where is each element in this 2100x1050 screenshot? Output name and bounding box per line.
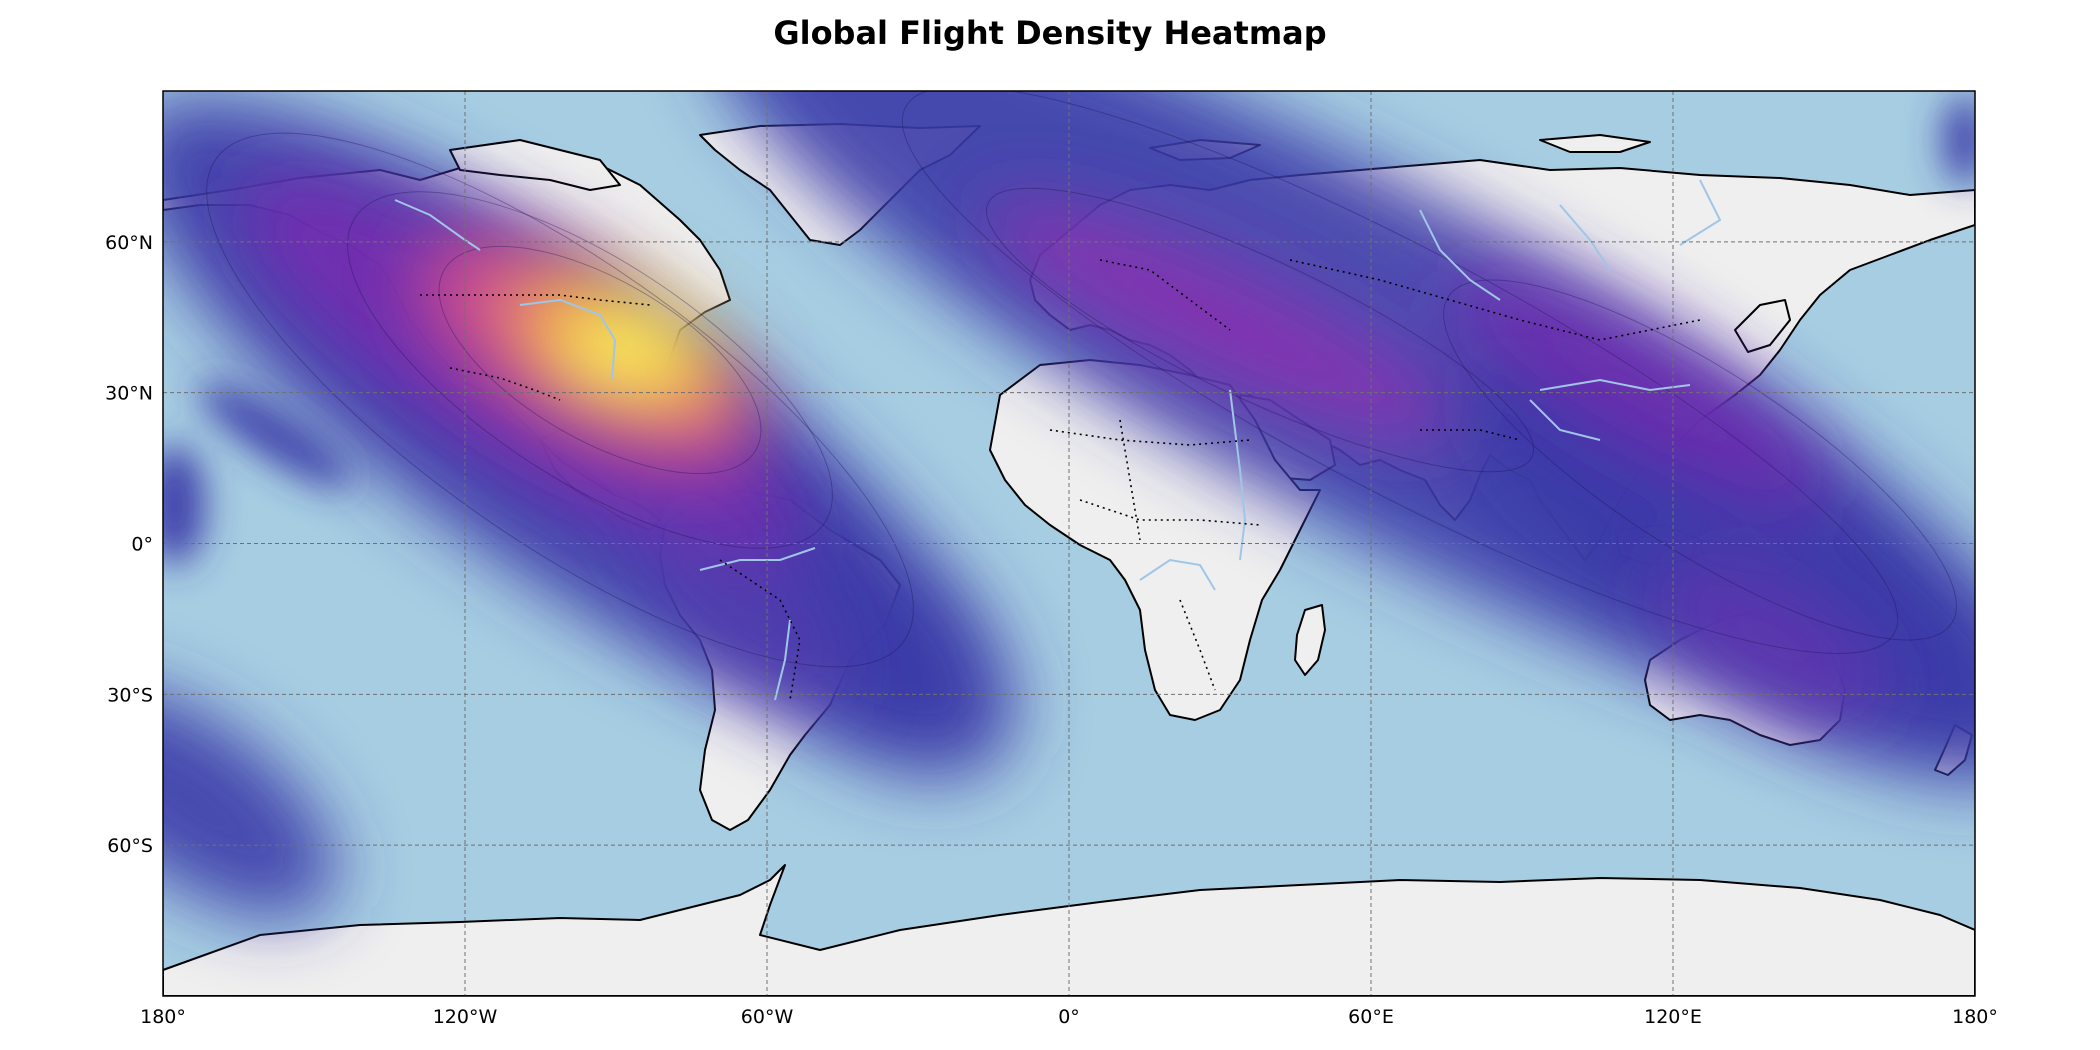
land-antarctica bbox=[163, 864, 1975, 996]
river-yangtze bbox=[1539, 378, 1691, 392]
lon-tick-label: 60°E bbox=[1348, 1006, 1394, 1028]
river-parana bbox=[774, 619, 791, 701]
lat-tick-label: 30°S bbox=[107, 684, 153, 706]
lat-tick-label: 30°N bbox=[105, 383, 153, 405]
land-arctic-islands bbox=[449, 139, 621, 191]
lon-tick-label: 180° bbox=[140, 1006, 186, 1028]
density-band-asia-australia bbox=[1439, 335, 1975, 785]
density-zone-south-america bbox=[632, 492, 848, 708]
river-nile bbox=[1229, 389, 1247, 561]
river-amazon bbox=[699, 547, 816, 571]
map-title: Global Flight Density Heatmap bbox=[773, 14, 1327, 52]
lon-tick-label: 60°W bbox=[741, 1006, 794, 1028]
lon-tick-label: 0° bbox=[1058, 1006, 1080, 1028]
river-mississippi bbox=[519, 298, 617, 381]
density-zone-australia bbox=[1653, 556, 1887, 724]
density-contours bbox=[206, 91, 1957, 668]
border-india bbox=[1420, 429, 1521, 441]
density-core-north-america-yellow bbox=[560, 300, 700, 390]
density-zone-east-asia bbox=[1447, 270, 1833, 510]
latitude-tick-labels: 60°N 30°N 0° 30°S 60°S bbox=[105, 232, 153, 857]
border-africa-3 bbox=[1119, 419, 1141, 541]
river-ob bbox=[1419, 209, 1501, 301]
map-frame bbox=[162, 90, 1976, 997]
longitude-tick-labels: 180° 120°W 60°W 0° 60°E 120°E 180° bbox=[140, 1006, 1998, 1028]
lat-tick-label: 60°S bbox=[107, 835, 153, 857]
land-madagascar bbox=[1294, 604, 1326, 676]
lon-tick-label: 120°W bbox=[433, 1006, 498, 1028]
river-congo bbox=[1139, 558, 1216, 591]
river-lena bbox=[1679, 179, 1722, 246]
border-europe bbox=[1099, 259, 1231, 331]
density-band-pacific-edge bbox=[163, 445, 205, 565]
river-mackenzie bbox=[394, 199, 481, 251]
lat-tick-label: 60°N bbox=[105, 232, 153, 254]
river-yenisei bbox=[1559, 204, 1611, 271]
border-south-america bbox=[719, 559, 801, 701]
lon-tick-label: 120°E bbox=[1644, 1006, 1702, 1028]
border-us-mexico bbox=[449, 367, 561, 401]
rivers bbox=[394, 179, 1722, 701]
river-ganges bbox=[1529, 399, 1601, 441]
border-africa-2 bbox=[1079, 499, 1261, 526]
land-japan bbox=[1734, 299, 1791, 353]
density-band-top-right bbox=[1943, 95, 1975, 185]
land-new-siberian-islands bbox=[1539, 134, 1651, 153]
gridlines bbox=[163, 91, 1975, 996]
country-borders bbox=[420, 259, 1701, 701]
density-band-pacific-small bbox=[198, 382, 352, 488]
lon-tick-label: 180° bbox=[1952, 1006, 1998, 1028]
border-us-canada bbox=[420, 294, 651, 306]
density-band-pacific-south bbox=[163, 682, 337, 918]
lat-tick-label: 0° bbox=[131, 534, 153, 556]
border-russia bbox=[1289, 259, 1701, 341]
density-heatmap bbox=[163, 91, 1975, 918]
